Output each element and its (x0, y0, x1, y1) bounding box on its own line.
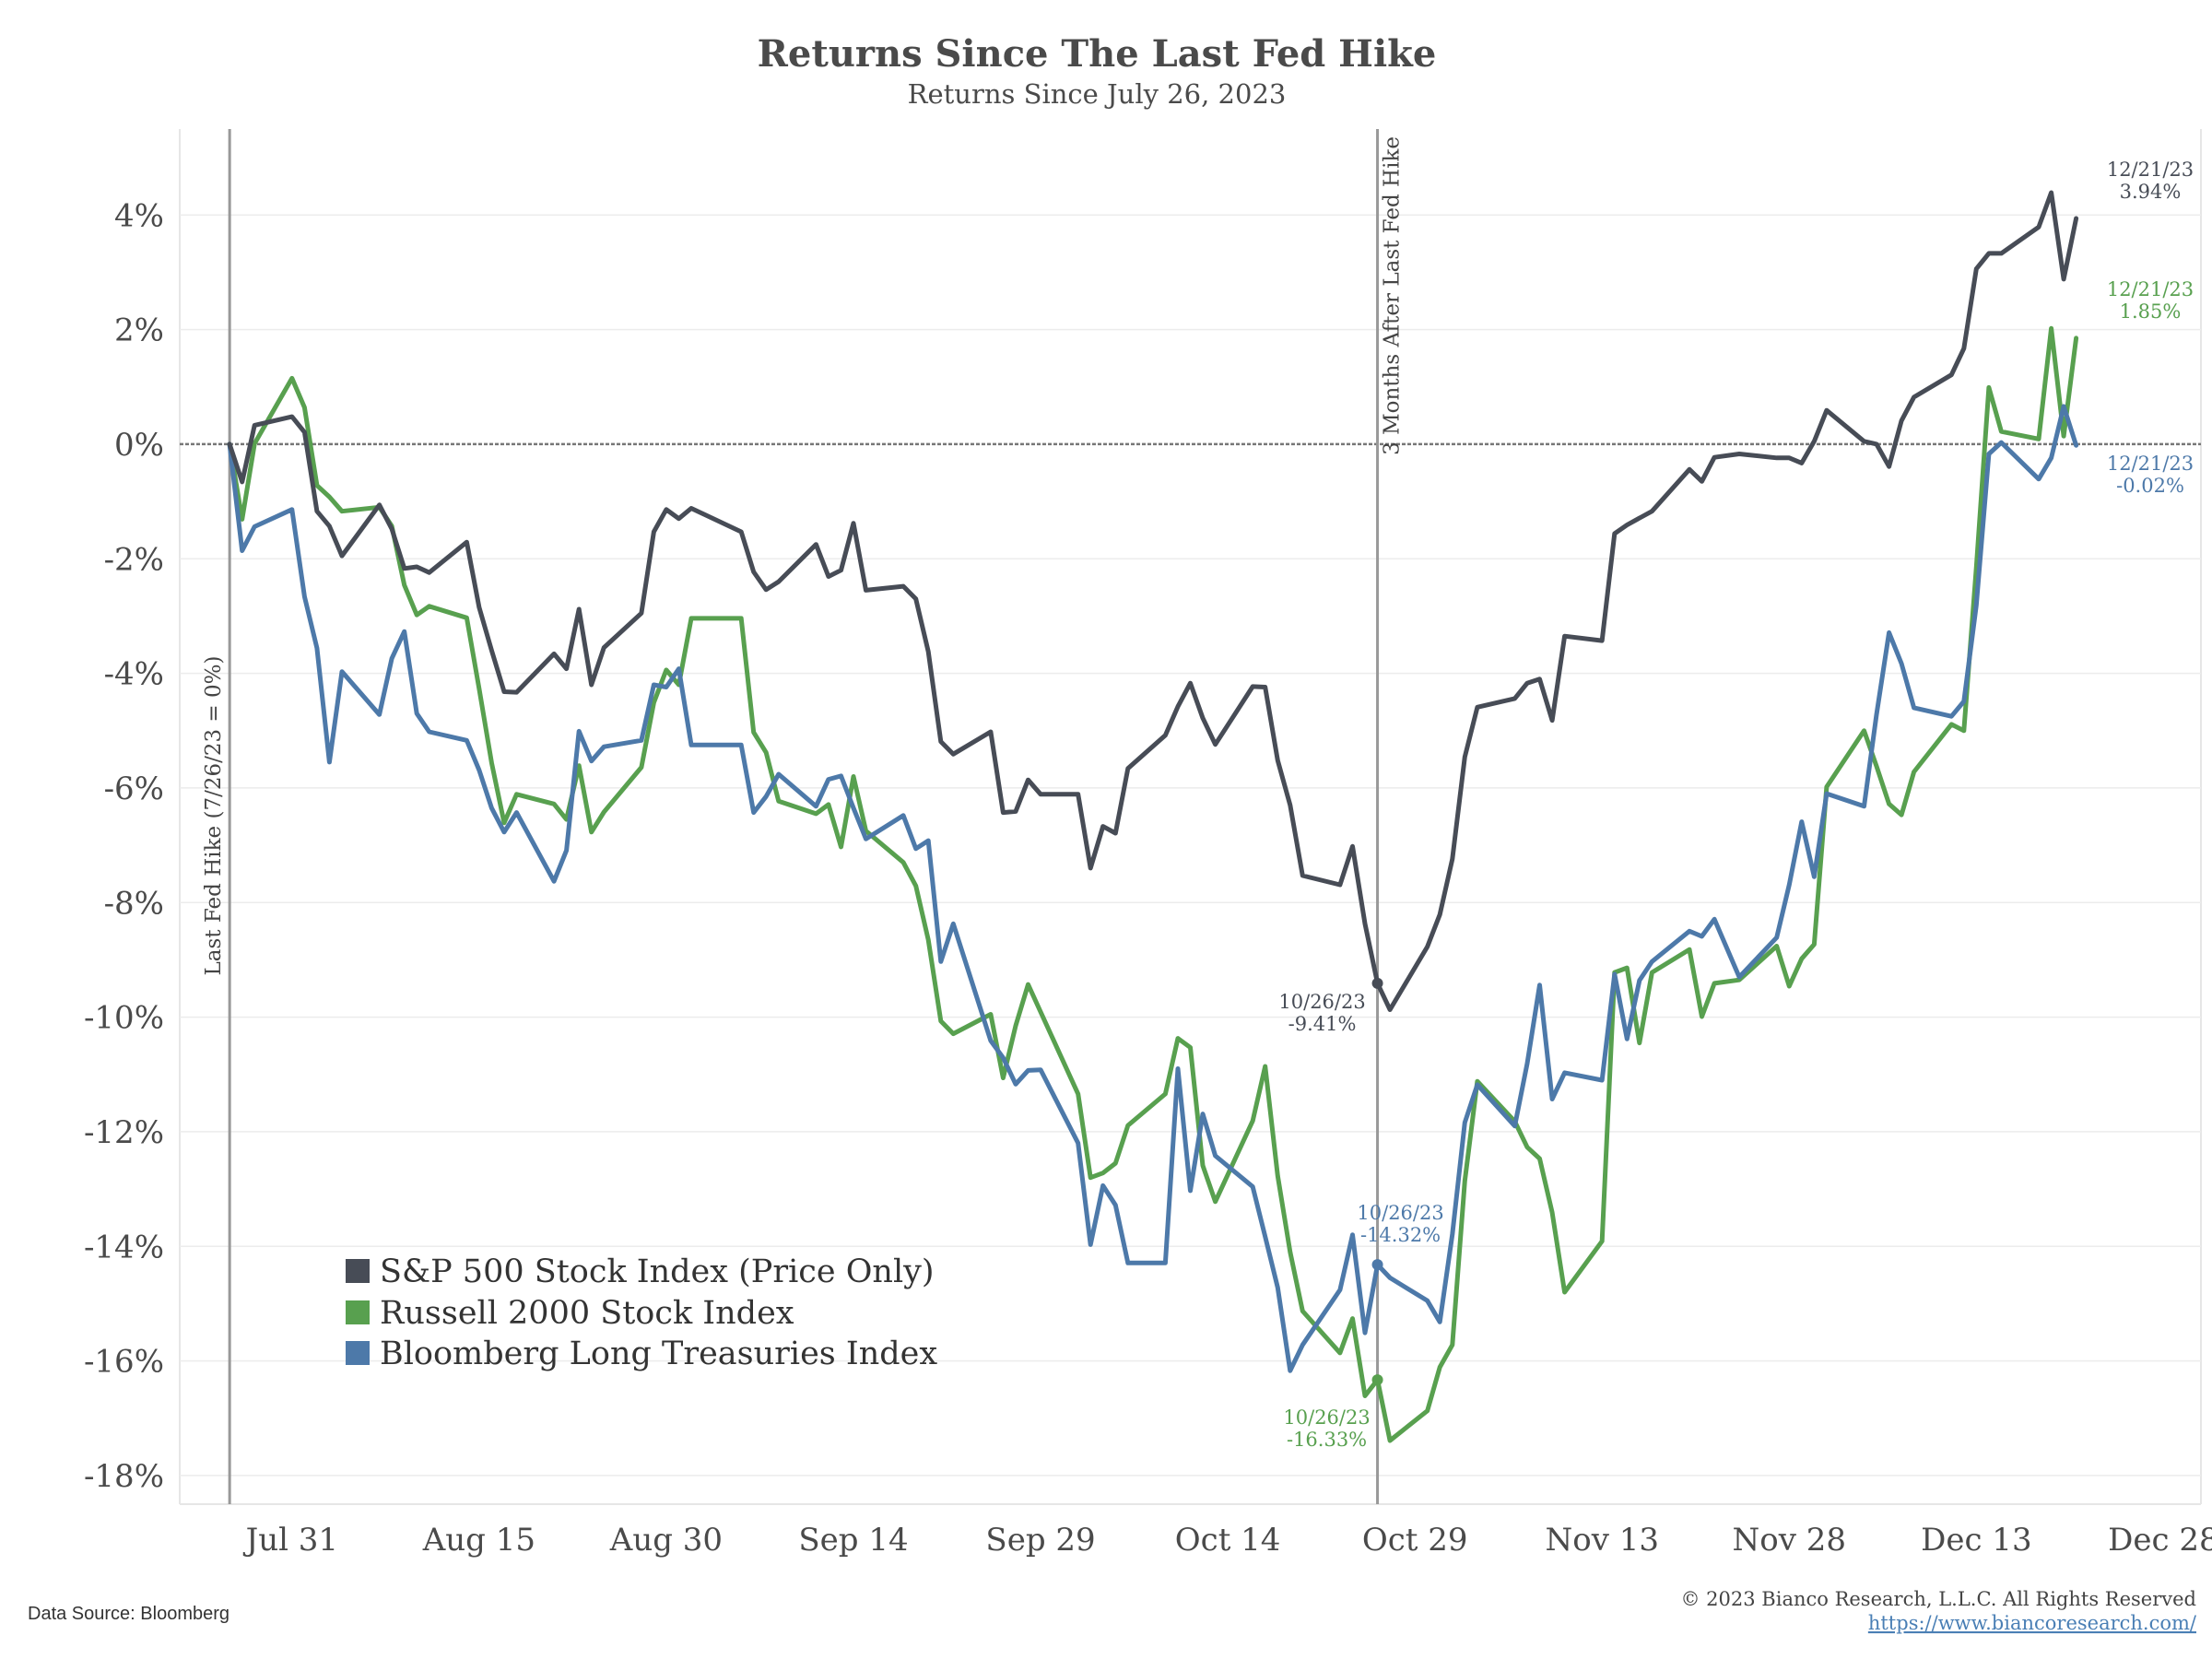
bianco-research-link[interactable]: https://www.biancoresearch.com/ (1868, 1612, 2197, 1634)
annotation-layer: 10/26/23-9.41%10/26/23-14.32%10/26/23-16… (1278, 159, 2194, 1451)
x-tick-label: Nov 13 (1545, 1522, 1659, 1559)
chart-title: Returns Since The Last Fed Hike (758, 32, 1437, 76)
annotation-date-label: 10/26/23 (1278, 991, 1365, 1013)
vertical-line-label: Last Fed Hike (7/26/23 = 0%) (202, 656, 226, 976)
annotation-date-label: 12/21/23 (2107, 453, 2194, 475)
y-tick-label: -2% (104, 541, 164, 578)
annotation-date-label: 12/21/23 (2107, 159, 2194, 181)
x-tick-label: Oct 29 (1362, 1522, 1468, 1559)
copyright-label: © 2023 Bianco Research, L.L.C. All Right… (1681, 1588, 2197, 1610)
y-tick-label: 0% (114, 427, 164, 464)
series-line-long-treasuries (227, 404, 2079, 1373)
legend-swatch-russell2000 (346, 1300, 370, 1324)
x-tick-label: Aug 30 (609, 1522, 723, 1559)
series-layer (227, 190, 2079, 1443)
x-tick-label: Sep 29 (985, 1522, 1095, 1559)
x-tick-label: Sep 14 (798, 1522, 908, 1559)
y-tick-label: -14% (84, 1229, 164, 1265)
vertical-line-label: 3 Months After Last Fed Hike (1381, 136, 1405, 455)
y-tick-label: 4% (114, 197, 164, 234)
annotation-marker (1371, 977, 1383, 989)
y-tick-label: -8% (104, 885, 164, 922)
x-tick-label: Dec 13 (1921, 1522, 2032, 1559)
annotation-value-label: -16.33% (1287, 1429, 1367, 1451)
vertical-reference-lines: Last Fed Hike (7/26/23 = 0%) 3 Months Aft… (202, 129, 1405, 1504)
legend: S&P 500 Stock Index (Price Only) Russell… (346, 1253, 937, 1372)
annotation-value-label: -0.02% (2116, 475, 2184, 497)
y-tick-label: -12% (84, 1114, 164, 1151)
y-tick-label: -6% (104, 771, 164, 807)
chart-subtitle: Returns Since July 26, 2023 (908, 78, 1287, 110)
legend-swatch-sp500 (346, 1259, 370, 1283)
y-tick-label: -18% (84, 1458, 164, 1495)
legend-label-russell2000: Russell 2000 Stock Index (380, 1295, 794, 1332)
data-source-label: Data Source: Bloomberg (28, 1604, 229, 1624)
annotation-value-label: -14.32% (1360, 1224, 1441, 1246)
annotation-marker (1371, 1374, 1383, 1386)
x-tick-label: Jul 31 (243, 1522, 338, 1559)
annotation-date-label: 10/26/23 (1357, 1202, 1443, 1224)
annotation-value-label: -9.41% (1288, 1013, 1357, 1035)
series-line-russell2000 (227, 325, 2079, 1443)
x-tick-label: Oct 14 (1175, 1522, 1281, 1559)
series-line-sp500 (227, 190, 2079, 1012)
annotation-date-label: 12/21/23 (2107, 278, 2194, 300)
x-tick-label: Aug 15 (422, 1522, 535, 1559)
y-tick-label: 2% (114, 312, 164, 349)
legend-label-long-treasuries: Bloomberg Long Treasuries Index (380, 1335, 937, 1372)
annotation-marker (1371, 1259, 1383, 1271)
y-tick-label: -4% (104, 656, 164, 693)
annotation-date-label: 10/26/23 (1283, 1406, 1370, 1429)
annotation-value-label: 1.85% (2120, 300, 2182, 323)
x-tick-label: Dec 28 (2108, 1522, 2212, 1559)
y-tick-label: -10% (84, 1000, 164, 1037)
y-tick-label: -16% (84, 1344, 164, 1381)
x-tick-label: Nov 28 (1733, 1522, 1847, 1559)
legend-swatch-long-treasuries (346, 1341, 370, 1365)
grid-layer (179, 129, 2202, 1505)
legend-label-sp500: S&P 500 Stock Index (Price Only) (380, 1253, 935, 1290)
annotation-value-label: 3.94% (2120, 181, 2182, 203)
axis-layer: 4% 2% 0% -2% -4% -6% -8% -10% -12% -14% -16% -18% Ju… (84, 197, 2212, 1559)
